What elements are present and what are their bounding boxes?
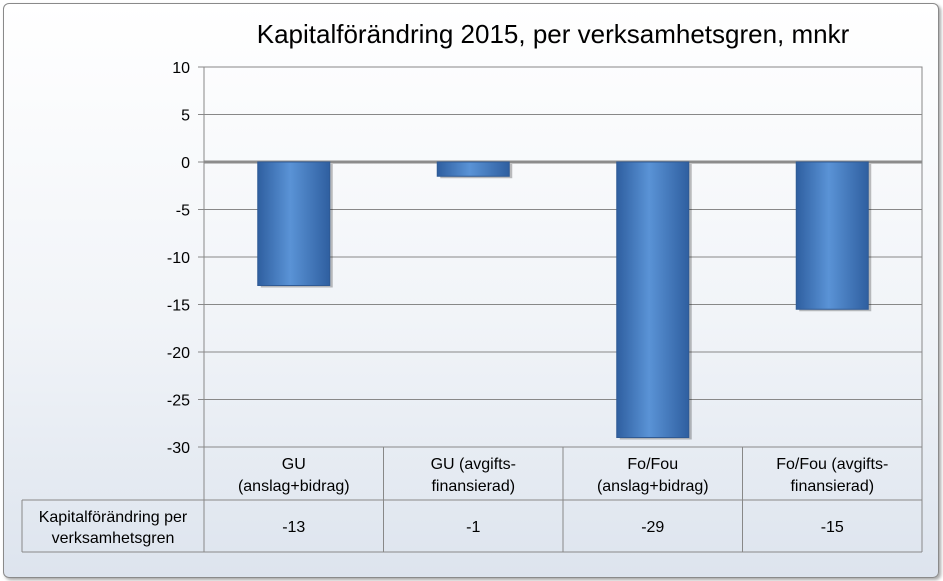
- data-label: -13: [282, 519, 305, 536]
- y-tick-label: 10: [172, 60, 190, 77]
- data-table: GU (anslag+bidrag) GU (avgifts-finansierad…: [21, 447, 923, 553]
- data-label: -29: [641, 519, 664, 536]
- data-label: -15: [821, 519, 844, 536]
- y-tick-label: -5: [176, 203, 190, 220]
- x-category-label: finansierad): [790, 478, 874, 495]
- x-category-label: GU: [282, 456, 306, 473]
- data-label: -1: [466, 519, 480, 536]
- x-category-label: (anslag+bidrag): [238, 478, 350, 495]
- x-category-label: Fo/Fou (avgifts-: [776, 456, 888, 473]
- y-tick-label: -10: [167, 250, 190, 267]
- bar: [257, 161, 331, 286]
- x-category-label: GU (avgifts-: [431, 456, 516, 473]
- x-category-label: (anslag+bidrag): [597, 478, 709, 495]
- bars: [257, 161, 872, 440]
- bar: [616, 161, 690, 438]
- y-tick-label: -30: [167, 440, 190, 457]
- bar: [795, 161, 869, 310]
- y-tick-label: 5: [181, 108, 190, 125]
- y-axis-ticks: 10 5 0 -5 -10 -15 -20 -25 -30: [167, 60, 190, 457]
- chart-frame: [3, 3, 939, 578]
- series-name-label: Kapitalförändring per: [39, 509, 188, 526]
- x-category-label: finansierad): [431, 478, 515, 495]
- x-category-label: Fo/Fou: [627, 456, 678, 473]
- y-tick-label: 0: [181, 155, 190, 172]
- y-tick-label: -25: [167, 393, 190, 410]
- y-tick-label: -15: [167, 298, 190, 315]
- bar: [436, 161, 510, 177]
- chart-title: Kapitalförändring 2015, per verksamhetsg…: [257, 19, 850, 49]
- y-tick-label: -20: [167, 345, 190, 362]
- series-name-label: verksamhetsgren: [52, 530, 175, 547]
